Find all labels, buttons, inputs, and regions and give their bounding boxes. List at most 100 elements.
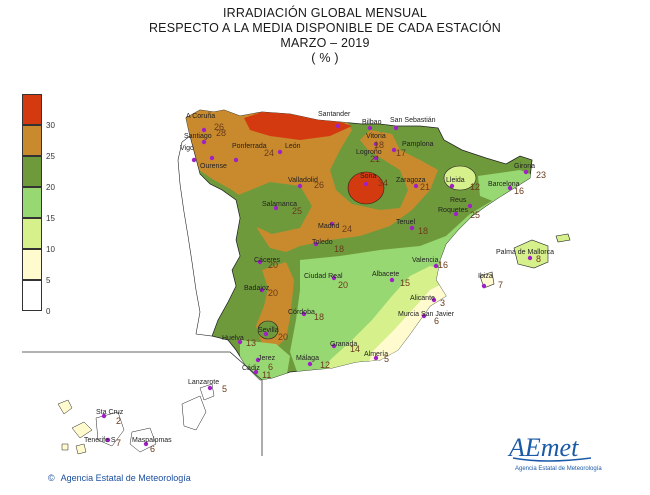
station-value: 13 xyxy=(246,338,256,348)
station-soria: Soria 34 xyxy=(360,173,388,188)
legend-tick-15: 15 xyxy=(46,214,55,223)
station-value: 24 xyxy=(342,224,352,234)
station-almeria: Almería 5 xyxy=(364,351,389,364)
station-ourense: Ourense xyxy=(200,155,227,170)
station-label: Roquetes xyxy=(438,207,468,214)
station-valladolid: Valladolid 26 xyxy=(288,177,324,190)
portugal-shape xyxy=(177,135,241,337)
station-value: 17 xyxy=(396,148,406,158)
station-label: Albacete xyxy=(372,271,399,278)
station-valencia: Valencia 16 xyxy=(412,257,448,270)
station-layer: A Coruña 26 Santiago 28 Vigo Ourense San… xyxy=(84,111,554,454)
station-toledo: Toledo 18 xyxy=(312,239,344,254)
station-value: 16 xyxy=(438,260,448,270)
station-label: Maspalomas xyxy=(132,437,172,444)
logo-subtitle: Agencia Estatal de Meteorología xyxy=(515,466,602,472)
station-label: Logroño xyxy=(356,149,382,156)
legend-swatch-25-30 xyxy=(22,125,42,156)
station-label: Valladolid xyxy=(288,177,318,184)
station-label: Almería xyxy=(364,351,388,358)
station-value: 6 xyxy=(268,362,273,372)
station-value: 3 xyxy=(440,298,445,308)
station-ponferrada: Ponferrada xyxy=(232,143,267,163)
station-santiago: Santiago 28 xyxy=(184,128,226,145)
station-maspalomas: Maspalomas 6 xyxy=(132,437,172,454)
station-alicante: Alicante 3 xyxy=(410,295,445,308)
station-value: 23 xyxy=(536,170,546,180)
station-value: 26 xyxy=(214,122,224,132)
station-murcia: Murcia San Javier 6 xyxy=(398,311,455,326)
station-value: 28 xyxy=(216,128,226,138)
title-line-4: ( % ) xyxy=(311,51,339,65)
station-label: Madrid xyxy=(318,223,340,230)
station-value: 6 xyxy=(434,316,439,326)
station-label: Bilbao xyxy=(362,119,382,126)
zone-25-30 xyxy=(186,110,438,252)
station-leon: León 24 xyxy=(264,143,301,158)
station-label: Córdoba xyxy=(288,309,315,316)
station-girona: Girona 23 xyxy=(514,163,546,180)
station-salamanca: Salamanca 25 xyxy=(262,201,302,216)
station-value: 18 xyxy=(374,140,384,150)
station-roquetes: Roquetes 25 xyxy=(438,207,480,220)
station-value: 20 xyxy=(278,332,288,342)
map-title: IRRADIACIÓN GLOBAL MENSUAL RESPECTO A LA… xyxy=(0,6,650,66)
station-label: A Coruña xyxy=(186,113,215,120)
station-label: Lanzarote xyxy=(188,379,219,386)
station-label: Sevilla xyxy=(258,327,279,334)
logo-brand: AEmet xyxy=(507,433,579,462)
legend-tick-5: 5 xyxy=(46,276,51,285)
station-label: Vigo xyxy=(180,145,194,152)
station-label: San Sebastián xyxy=(390,117,436,124)
station-zaragoza: Zaragoza 21 xyxy=(396,177,430,192)
station-label: Tenerife S xyxy=(84,437,116,444)
station-value: 24 xyxy=(264,148,274,158)
station-vigo: Vigo xyxy=(180,145,197,163)
station-value: 16 xyxy=(514,186,524,196)
copyright-icon: © xyxy=(48,473,55,483)
station-lanzarote: Lanzarote 5 xyxy=(188,379,227,394)
station-value: 25 xyxy=(292,206,302,216)
station-value: 14 xyxy=(350,344,360,354)
station-value: 21 xyxy=(370,154,380,164)
station-value: 15 xyxy=(400,278,410,288)
station-label: Valencia xyxy=(412,257,438,264)
station-logrono: Logroño 21 xyxy=(356,149,382,164)
station-label: Reus xyxy=(450,197,467,204)
station-label: Cáceres xyxy=(254,257,281,264)
station-label: Málaga xyxy=(296,355,319,362)
station-value: 6 xyxy=(150,444,155,454)
station-label: Sta Cruz xyxy=(96,409,124,416)
station-bilbao: Bilbao xyxy=(362,119,382,131)
station-label: Salamanca xyxy=(262,201,297,208)
station-label: Vitoria xyxy=(366,133,386,140)
station-label: Murcia San Javier xyxy=(398,311,455,318)
canary-inset-frame xyxy=(22,351,263,456)
station-label: Zaragoza xyxy=(396,177,426,184)
logo-swoosh-icon xyxy=(512,457,592,462)
menorca-shape xyxy=(555,233,571,243)
station-label: Cádiz xyxy=(242,365,260,372)
station-value: 18 xyxy=(314,312,324,322)
station-cadiz: Cádiz 11 xyxy=(242,365,271,380)
station-label: Ourense xyxy=(200,163,227,170)
station-sta-cruz: Sta Cruz 2 xyxy=(96,409,124,426)
legend-swatch-5-10 xyxy=(22,249,42,280)
station-reus: Reus xyxy=(450,197,473,209)
zone-20-25-sevilla-core xyxy=(257,320,279,340)
legend-swatch-15-20 xyxy=(22,187,42,218)
station-lleida: Lleida 12 xyxy=(446,177,480,192)
station-value: 20 xyxy=(338,280,348,290)
station-label: Girona xyxy=(514,163,535,170)
station-santander: Santander xyxy=(318,111,351,129)
station-value: 8 xyxy=(536,254,541,264)
station-label: Badajoz xyxy=(244,285,270,292)
station-value: 5 xyxy=(384,354,389,364)
footer: © Agencia Estatal de Meteorología xyxy=(48,473,191,483)
station-label: Toledo xyxy=(312,239,333,246)
agency-name: Agencia Estatal de Meteorología xyxy=(60,473,191,483)
station-jerez: Jerez 6 xyxy=(255,355,276,372)
station-value: 5 xyxy=(222,384,227,394)
station-label: Teruel xyxy=(396,219,416,226)
station-label: Soria xyxy=(360,173,376,180)
